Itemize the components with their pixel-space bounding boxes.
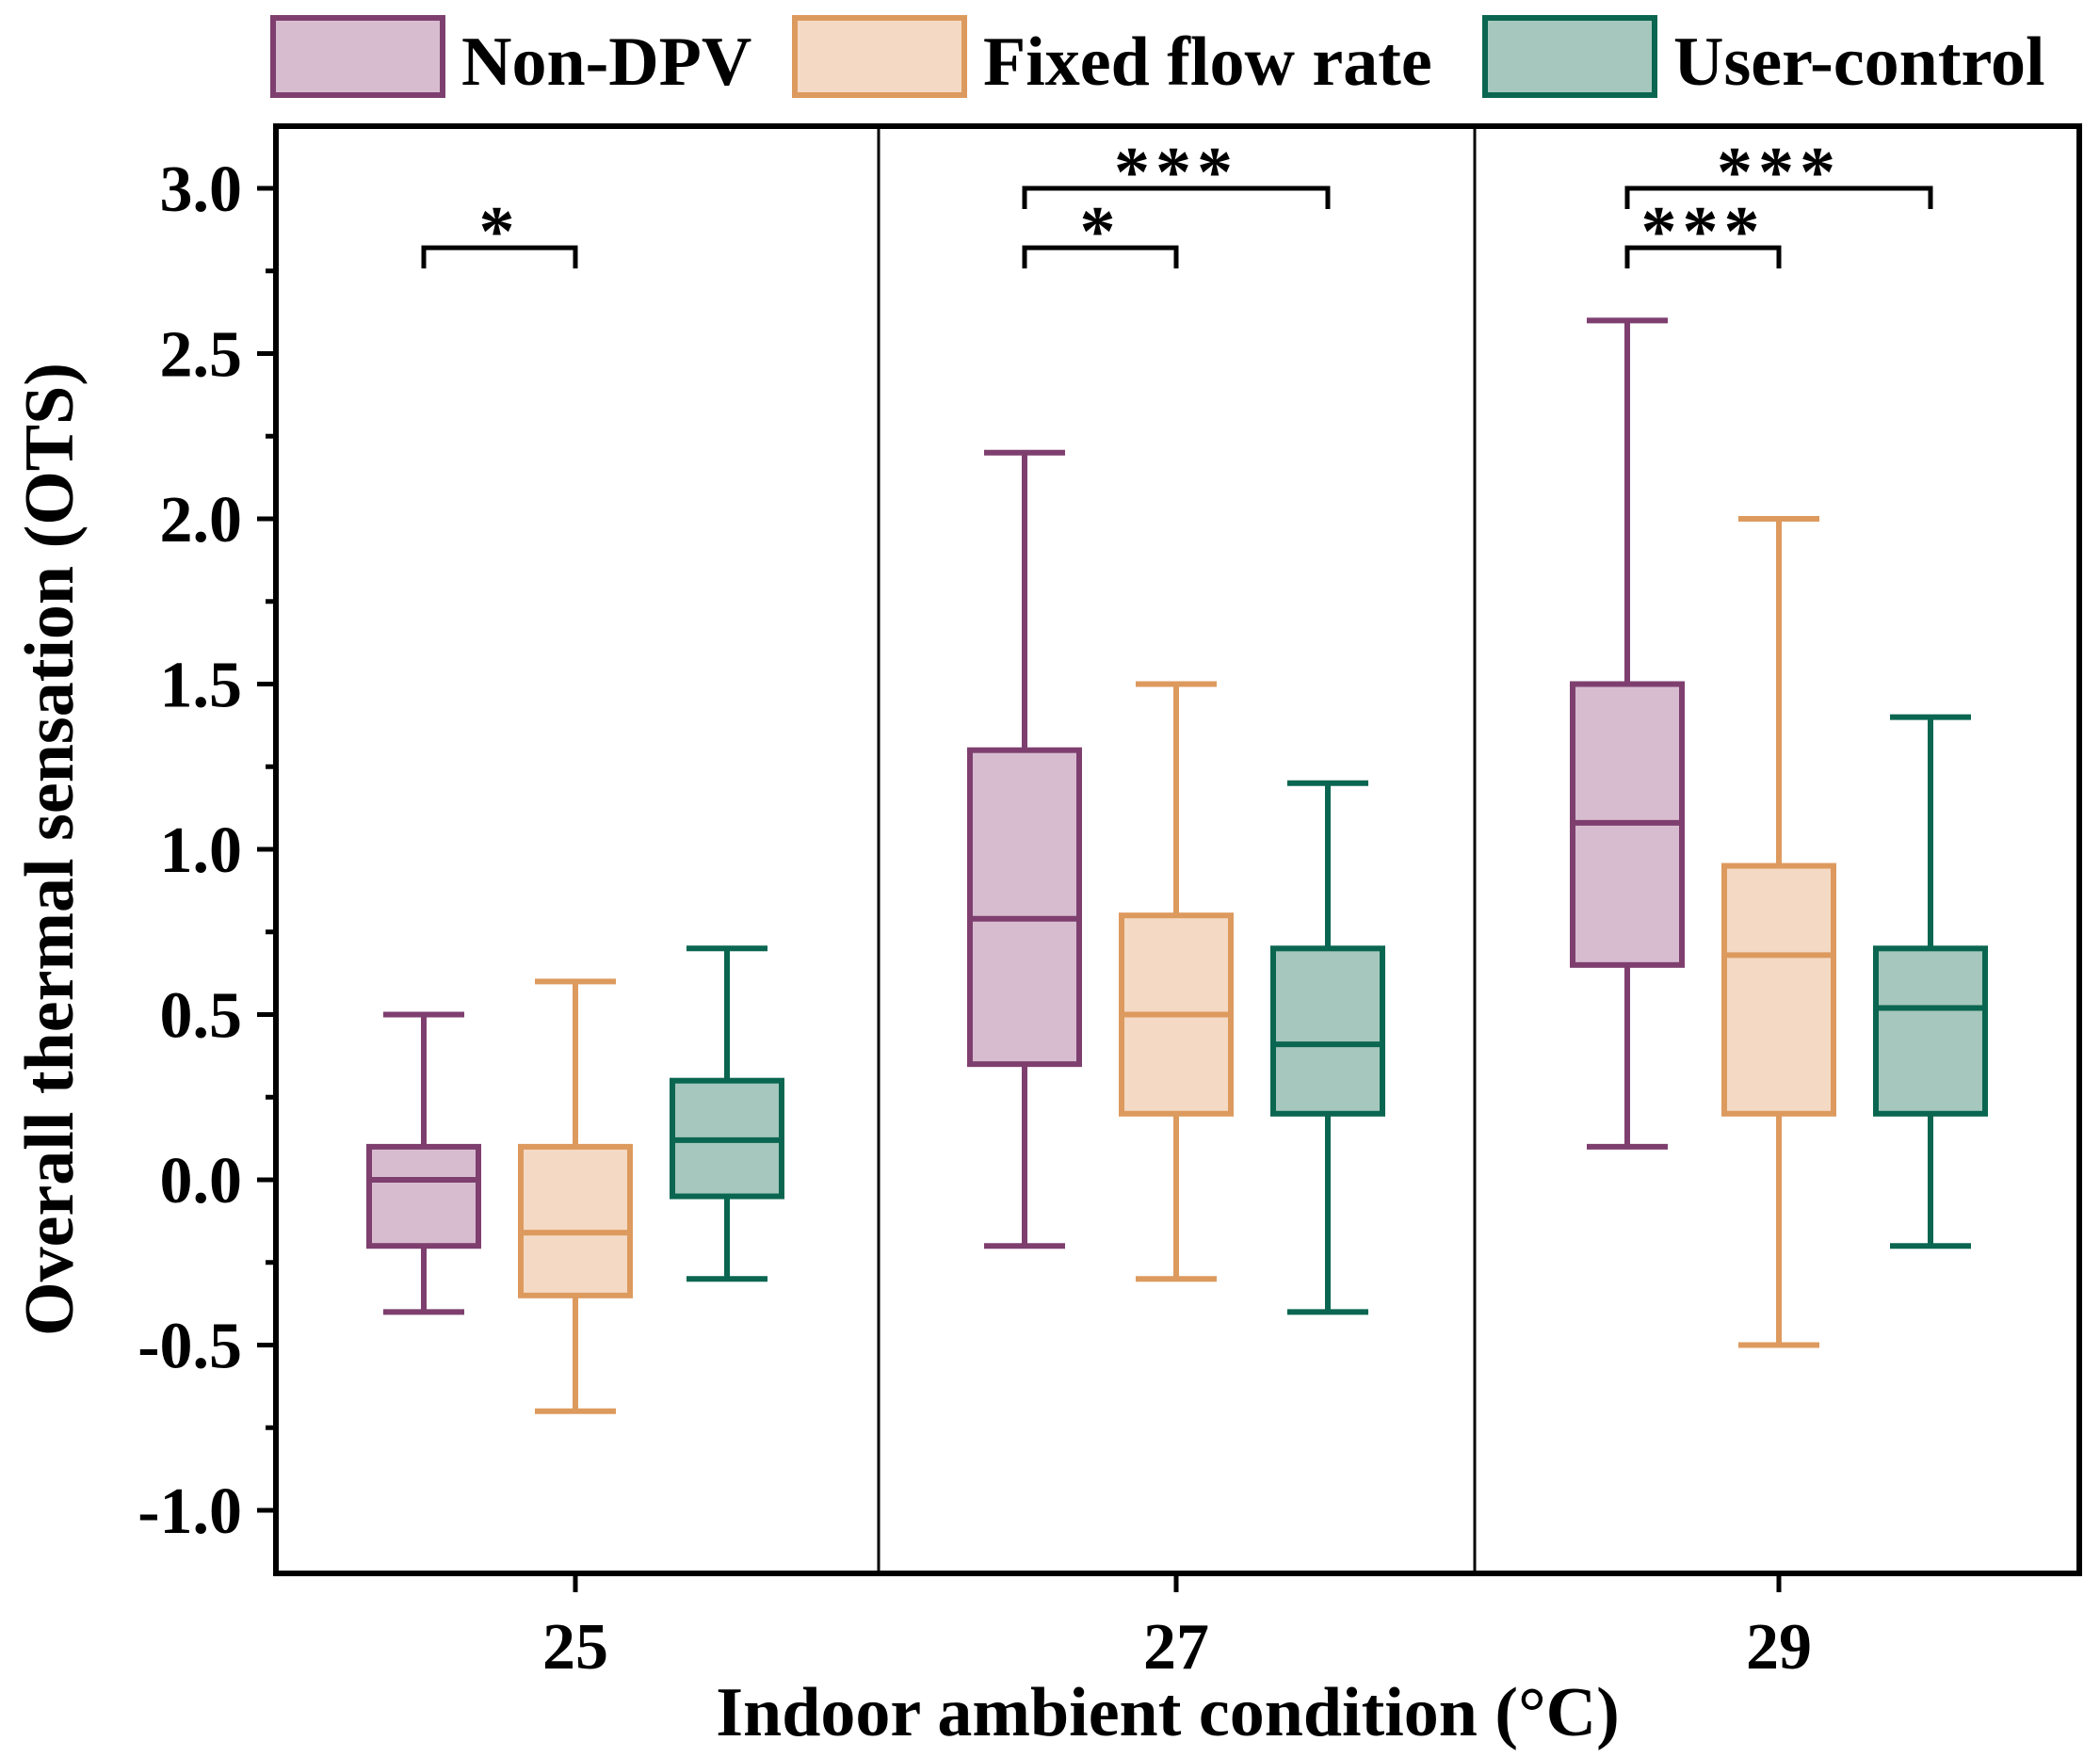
significance-label: ***: [1717, 133, 1841, 212]
y-tick-label: 0.5: [160, 980, 243, 1053]
legend: Non-DPV Fixed flow rate User-control: [270, 15, 2045, 101]
y-tick-label: 1.5: [160, 650, 243, 722]
bracket-line: [1022, 185, 1331, 209]
x-tick-label: 25: [542, 1611, 608, 1684]
box-user-control-29: [1873, 714, 1988, 1249]
box-non-dpv-27: [967, 449, 1082, 1249]
bracket-line: [1022, 245, 1179, 269]
significance-label: ***: [1641, 192, 1766, 271]
significance-label: *: [1080, 192, 1122, 271]
box-non-dpv-25: [366, 1011, 481, 1315]
bracket-line: [421, 245, 578, 269]
significance-bracket: *: [421, 192, 578, 271]
iqr-box: [967, 747, 1082, 1068]
y-tick-label: -0.5: [137, 1311, 242, 1383]
significance-bracket: *: [1022, 192, 1179, 271]
y-tick-label: 2.5: [160, 319, 243, 392]
significance-layer: * **********: [421, 133, 1933, 271]
legend-label: Non-DPV: [461, 24, 751, 101]
legend-swatch: [270, 15, 445, 98]
significance-bracket: ***: [1624, 133, 1933, 212]
legend-item-non-dpv: Non-DPV: [270, 15, 751, 101]
box-fixed-flow-rate-27: [1119, 681, 1234, 1282]
y-axis: -1.0 -0.5 0.0 0.5 1.0 1.5 2.0 2.5 3.0: [137, 153, 276, 1548]
iqr-box: [518, 1143, 633, 1298]
bracket-line: [1624, 185, 1933, 209]
box-user-control-27: [1270, 780, 1385, 1315]
x-tick-label: 29: [1746, 1611, 1812, 1684]
box-fixed-flow-rate-25: [518, 978, 633, 1414]
legend-swatch: [1482, 15, 1657, 98]
legend-label: Fixed flow rate: [983, 24, 1432, 101]
iqr-box: [1721, 862, 1836, 1117]
significance-bracket: ***: [1624, 192, 1782, 271]
significance-label: ***: [1114, 133, 1238, 212]
box-non-dpv-29: [1570, 317, 1685, 1150]
legend-swatch: [792, 15, 967, 98]
x-axis: 25 27 29: [542, 1573, 1812, 1684]
iqr-box: [1270, 945, 1385, 1117]
y-tick-label: 2.0: [160, 484, 243, 556]
iqr-box: [1873, 945, 1988, 1117]
y-axis-title: Overall thermal sensation (OTS): [11, 363, 89, 1336]
box-user-control-25: [670, 945, 784, 1282]
y-tick-label: 0.0: [160, 1145, 243, 1217]
x-axis-title: Indoor ambient condition (°C): [716, 1674, 1620, 1751]
iqr-box: [366, 1143, 481, 1249]
legend-item-user-control: User-control: [1482, 15, 2045, 101]
y-tick-label: -1.0: [137, 1475, 242, 1548]
bracket-line: [1624, 245, 1782, 269]
box-fixed-flow-rate-29: [1721, 516, 1836, 1348]
x-tick-label: 27: [1143, 1611, 1209, 1684]
boxes-layer: [366, 317, 1988, 1414]
legend-item-fixed-flow-rate: Fixed flow rate: [792, 15, 1432, 101]
significance-bracket: ***: [1022, 133, 1331, 212]
y-tick-label: 1.0: [160, 814, 243, 887]
y-tick-label: 3.0: [160, 153, 243, 226]
significance-label: *: [479, 192, 521, 271]
legend-label: User-control: [1673, 24, 2045, 101]
